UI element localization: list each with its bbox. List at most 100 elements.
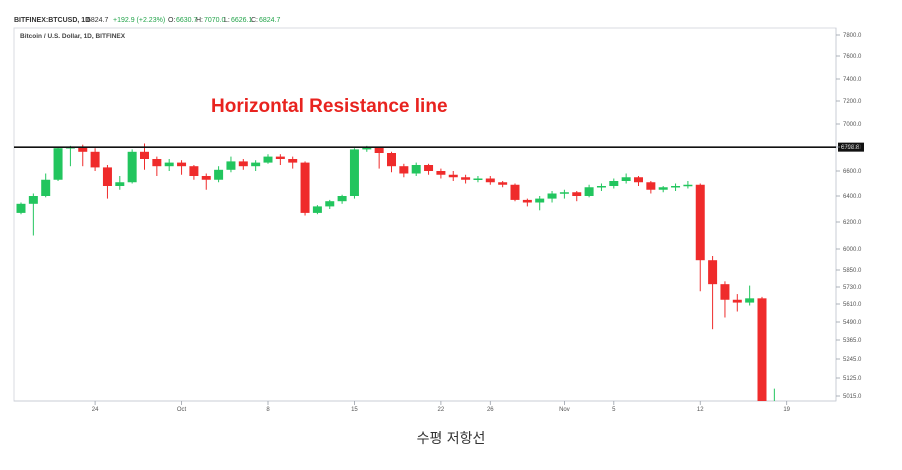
x-tick-label: 24: [92, 407, 99, 413]
last-price: 6824.7: [87, 17, 109, 24]
pane-title: Bitcoin / U.S. Dollar, 1D, BITFINEX: [20, 33, 126, 40]
candle-body-up: [349, 149, 359, 196]
candle-body-up: [473, 178, 483, 180]
chart-frame: BITFINEX:BTCUSD, 1D 6824.7 +192.9 (+2.23…: [0, 0, 902, 420]
ohlc-high-label: H:: [196, 17, 203, 24]
candle-body-down: [461, 177, 471, 180]
y-tick-label: 7400.0: [843, 77, 862, 83]
candle-body-up: [263, 156, 273, 163]
ohlc-open-value: 6630.7: [176, 17, 198, 24]
candle-body-down: [300, 162, 310, 213]
x-tick-label: 22: [438, 407, 445, 413]
candle-body-down: [424, 165, 434, 171]
y-tick-label: 6600.0: [843, 169, 862, 175]
candle-body-down: [238, 161, 248, 167]
x-tick-label: 8: [266, 407, 270, 413]
ohlc-low-value: 6626.1: [231, 17, 253, 24]
ohlc-low-label: L:: [224, 17, 230, 24]
candle-body-down: [189, 166, 199, 176]
candle-body-up: [325, 201, 335, 207]
candle-body-up: [28, 196, 38, 204]
y-tick-label: 5015.0: [843, 394, 862, 400]
y-tick-label: 6400.0: [843, 194, 862, 200]
candle-body-up: [609, 181, 619, 186]
candle-body-down: [90, 151, 100, 168]
annotation-text: Horizontal Resistance line: [211, 96, 448, 117]
time-axis[interactable]: 24 Oct 8 15 22 26 Nov 5 12 19: [92, 401, 791, 413]
candle-body-up: [559, 192, 569, 194]
candle-body-up: [683, 184, 693, 187]
candle-body-down: [498, 182, 508, 185]
y-tick-label: 5730.0: [843, 285, 862, 291]
figure-caption: 수평 저항선: [416, 431, 486, 447]
candle-body-down: [572, 192, 582, 196]
candle-body-down: [152, 159, 162, 167]
candle-body-down: [78, 147, 88, 152]
y-tick-label: 5610.0: [843, 302, 862, 308]
candle-body-down: [436, 171, 446, 175]
x-tick-label: 26: [487, 407, 494, 413]
candle-body-down: [275, 156, 285, 159]
chart-border: [13, 27, 837, 402]
candle-body-down: [708, 260, 718, 285]
candle-body-up: [584, 187, 594, 196]
candle-body-up: [547, 193, 557, 199]
candle-body-up: [621, 177, 631, 181]
candle-body-up: [115, 182, 125, 186]
y-tick-label: 5490.0: [843, 320, 862, 326]
resistance-price-tag: [838, 142, 864, 152]
y-tick-label: 5125.0: [843, 376, 862, 382]
candle-body-up: [312, 206, 322, 213]
candle-body-down: [288, 159, 298, 163]
candle-body-down: [140, 151, 149, 159]
candle-body-down: [201, 176, 211, 180]
change-label: +192.9 (+2.23%): [113, 17, 165, 24]
y-tick-label: 5850.0: [843, 268, 862, 274]
candle-body-down: [485, 178, 495, 183]
candle-body-up: [362, 147, 372, 150]
candle-body-down: [374, 147, 384, 153]
y-tick-label: 7200.0: [843, 99, 862, 105]
candle-body-down: [510, 184, 520, 200]
price-chart[interactable]: BITFINEX:BTCUSD, 1D 6824.7 +192.9 (+2.23…: [0, 0, 902, 420]
ohlc-open-label: O:: [168, 17, 175, 24]
candle-body-up: [671, 186, 681, 188]
candle-body-up: [745, 298, 755, 303]
candle-body-down: [448, 174, 458, 178]
candle-body-down: [646, 182, 656, 190]
candle-body-up: [337, 196, 347, 202]
candle-body-down: [522, 199, 532, 203]
y-tick-label: 6800.0: [843, 145, 862, 151]
candle-body-up: [658, 187, 668, 190]
candle-body-down: [387, 153, 396, 167]
symbol-label: BITFINEX:BTCUSD, 1D: [14, 17, 90, 24]
x-tick-label: Nov: [559, 407, 570, 413]
candle-body-up: [41, 179, 51, 196]
x-tick-label: 19: [783, 407, 790, 413]
x-tick-label: 5: [612, 407, 616, 413]
price-axis[interactable]: 7800.0 7600.0 7400.0 7200.0 7000.0 6800.0 6600…: [836, 33, 862, 400]
ohlc-close-value: 6824.7: [259, 17, 281, 24]
candle-body-down: [720, 284, 730, 300]
y-tick-label: 7000.0: [843, 122, 862, 128]
candle-body-up: [214, 169, 224, 180]
y-tick-label: 5245.0: [843, 357, 862, 363]
resistance-price-label: 6798.8: [841, 145, 860, 151]
y-tick-label: 6200.0: [843, 220, 862, 226]
ohlc-high-value: 7070.0: [204, 17, 226, 24]
candle-body-up: [226, 161, 236, 170]
candle-body-down: [757, 298, 767, 401]
candle-body-down: [695, 184, 705, 261]
candle-body-up: [411, 165, 421, 174]
candle-body-down: [732, 299, 742, 303]
y-tick-label: 5365.0: [843, 338, 862, 344]
candle-body-up: [251, 162, 261, 167]
candle-body-down: [177, 162, 187, 167]
x-tick-label: 15: [351, 407, 358, 413]
y-tick-label: 6000.0: [843, 247, 862, 253]
candle-body-up: [164, 162, 174, 167]
candle-layer: [16, 143, 779, 412]
candle-body-up: [770, 406, 779, 412]
candle-body-up: [53, 148, 63, 180]
candle-body-down: [634, 177, 643, 183]
